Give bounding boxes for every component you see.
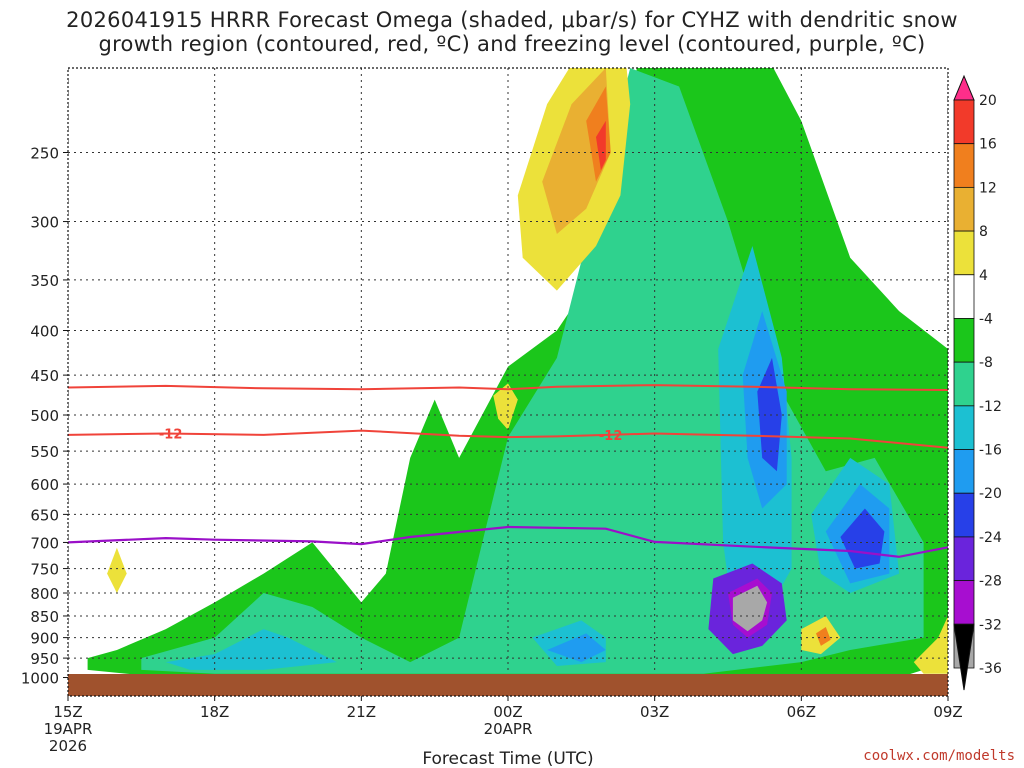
y-tick-label-650: 650 xyxy=(30,506,59,524)
ground-surface xyxy=(68,674,948,696)
y-tick-label-250: 250 xyxy=(30,145,59,163)
y-tick-label-900: 900 xyxy=(30,630,59,648)
contour-label-1: -12 xyxy=(599,429,623,444)
y-tick-label-550: 550 xyxy=(30,443,59,461)
x-tick-label-09Z: 09Z xyxy=(933,703,962,721)
y-tick-label-450: 450 xyxy=(30,367,59,385)
colorbar-label--8: -8 xyxy=(979,355,993,371)
colorbar-bin-7 xyxy=(954,362,974,406)
y-tick-label-500: 500 xyxy=(30,407,59,425)
colorbar-bin-9 xyxy=(954,450,974,494)
credit-text: coolwx.com/modelts xyxy=(863,748,1015,764)
omega-colorbar: 20 16 12 8 4 -4 -8 -12 -16 -20 -24 -28 -32 -36 xyxy=(954,76,1002,690)
colorbar-bin-12 xyxy=(954,581,974,625)
x-axis-title: Forecast Time (UTC) xyxy=(422,749,593,768)
colorbar-label--32: -32 xyxy=(979,617,1002,633)
colorbar-label--16: -16 xyxy=(979,443,1002,459)
y-tick-label-400: 400 xyxy=(30,323,59,341)
colorbar-label--28: -28 xyxy=(979,574,1002,590)
colorbar-label-8: 8 xyxy=(979,224,988,240)
x-tick-label-06Z: 06Z xyxy=(787,703,816,721)
omega-region-21 xyxy=(107,548,127,593)
x-tick-sublabel-19APR: 19APR xyxy=(44,720,93,738)
colorbar-bin-6 xyxy=(954,318,974,362)
colorbar-label--4: -4 xyxy=(979,312,993,328)
colorbar-bin-2 xyxy=(954,144,974,188)
y-tick-label-700: 700 xyxy=(30,534,59,552)
colorbar-label--36: -36 xyxy=(979,661,1002,677)
y-tick-label-750: 750 xyxy=(30,561,59,579)
colorbar-bin-4 xyxy=(954,231,974,275)
colorbar-bin-1 xyxy=(954,100,974,144)
time-axis: 15Z19APR2026 18Z 21Z 00Z20APR 03Z 06Z 09Z xyxy=(44,696,963,755)
colorbar-label--20: -20 xyxy=(979,486,1002,502)
colorbar-bin-8 xyxy=(954,406,974,450)
colorbar-label-16: 16 xyxy=(979,137,997,153)
colorbar-top-arrow xyxy=(954,76,974,100)
contour-label-0: -12 xyxy=(159,428,183,443)
x-tick-sublabel-20APR: 20APR xyxy=(484,720,533,738)
y-tick-label-1000: 1000 xyxy=(21,670,59,688)
x-tick-label-18Z: 18Z xyxy=(200,703,229,721)
omega-shading xyxy=(88,7,948,678)
colorbar-bin-11 xyxy=(954,537,974,581)
y-tick-label-350: 350 xyxy=(30,272,59,290)
y-tick-label-800: 800 xyxy=(30,585,59,603)
y-tick-label-850: 850 xyxy=(30,608,59,626)
pressure-axis: 250 300 350 400 450 500 550 600 650 700 750 800 850 9… xyxy=(21,145,68,688)
colorbar-label--24: -24 xyxy=(979,530,1002,546)
colorbar-bin-3 xyxy=(954,187,974,231)
x-tick-label-00Z: 00Z xyxy=(493,703,522,721)
colorbar-bin-10 xyxy=(954,493,974,537)
colorbar-label-12: 12 xyxy=(979,180,997,196)
colorbar-label-20: 20 xyxy=(979,93,997,109)
colorbar-bin-5 xyxy=(954,275,974,319)
x-tick-label-21Z: 21Z xyxy=(347,703,376,721)
y-tick-label-950: 950 xyxy=(30,650,59,668)
colorbar-label--12: -12 xyxy=(979,399,1002,415)
x-tick-label-03Z: 03Z xyxy=(640,703,669,721)
x-tick-sublabel-2026: 2026 xyxy=(49,737,87,755)
y-tick-label-300: 300 xyxy=(30,214,59,232)
colorbar-label-4: 4 xyxy=(979,268,988,284)
x-tick-label-15Z: 15Z xyxy=(53,703,82,721)
y-tick-label-600: 600 xyxy=(30,476,59,494)
